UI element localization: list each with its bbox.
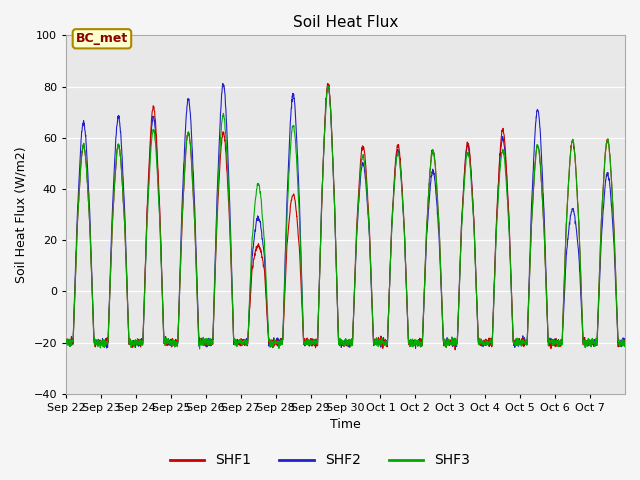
- Line: SHF1: SHF1: [66, 84, 625, 350]
- SHF2: [412, 346, 419, 351]
- SHF3: [324, 83, 332, 89]
- SHF2: [380, 343, 387, 348]
- Line: SHF3: SHF3: [66, 86, 625, 349]
- Legend: SHF1, SHF2, SHF3: SHF1, SHF2, SHF3: [164, 448, 476, 473]
- Line: SHF2: SHF2: [66, 84, 625, 348]
- Title: Soil Heat Flux: Soil Heat Flux: [293, 15, 398, 30]
- SHF3: [614, 324, 621, 330]
- SHF1: [380, 343, 387, 349]
- SHF2: [219, 81, 227, 86]
- X-axis label: Time: Time: [330, 419, 361, 432]
- SHF3: [196, 346, 204, 352]
- SHF2: [62, 341, 70, 347]
- SHF3: [118, 174, 125, 180]
- SHF1: [546, 338, 554, 344]
- SHF1: [451, 347, 459, 353]
- SHF3: [546, 338, 554, 344]
- SHF1: [614, 325, 621, 331]
- SHF3: [62, 340, 70, 346]
- SHF2: [239, 341, 246, 347]
- SHF2: [614, 326, 621, 332]
- SHF1: [239, 340, 246, 346]
- SHF3: [380, 339, 387, 345]
- SHF1: [621, 338, 629, 344]
- SHF1: [62, 340, 70, 346]
- Y-axis label: Soil Heat Flux (W/m2): Soil Heat Flux (W/m2): [15, 146, 28, 283]
- SHF3: [621, 341, 629, 347]
- Text: BC_met: BC_met: [76, 32, 128, 45]
- SHF3: [239, 338, 246, 344]
- SHF2: [621, 339, 629, 345]
- SHF1: [515, 336, 522, 342]
- SHF1: [118, 174, 125, 180]
- SHF2: [515, 341, 522, 347]
- SHF2: [546, 335, 554, 341]
- SHF2: [118, 152, 125, 158]
- SHF1: [324, 81, 332, 86]
- SHF3: [515, 339, 522, 345]
